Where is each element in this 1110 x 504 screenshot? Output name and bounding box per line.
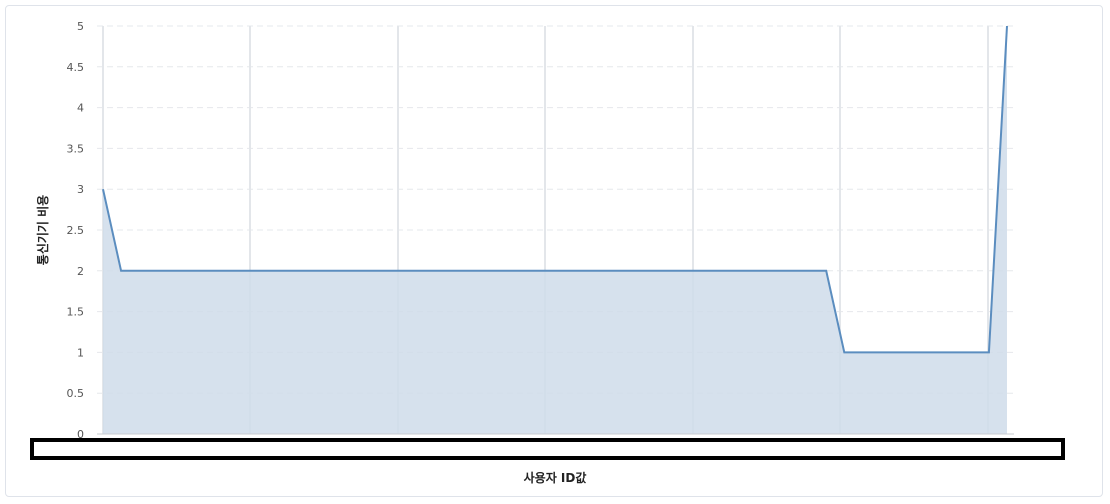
x-axis-title: 사용자 ID값	[524, 470, 587, 485]
y-tick-label: 2	[77, 265, 84, 278]
y-tick-label: 3.5	[67, 142, 85, 155]
y-tick-label: 0.5	[67, 387, 85, 400]
y-tick-label: 1.5	[67, 306, 85, 319]
y-tick-label: 3	[77, 183, 84, 196]
redaction-bar	[30, 438, 1065, 460]
y-tick-label: 4	[77, 102, 84, 115]
area-series	[102, 25, 1008, 434]
y-axis-title: 통신기기 비용	[35, 195, 50, 265]
y-tick-label: 1	[77, 346, 84, 359]
series-area-fill	[103, 26, 1007, 434]
y-tick-label: 0	[77, 428, 84, 441]
series-line	[102, 25, 1008, 354]
y-tick-label: 2.5	[67, 224, 85, 237]
y-tick-label: 4.5	[67, 61, 85, 74]
y-tick-label: 5	[77, 20, 84, 33]
y-axis-ticks: 0 0.5 1 1.5 2 2.5 3 3.5 4 4.5 5	[67, 20, 85, 441]
